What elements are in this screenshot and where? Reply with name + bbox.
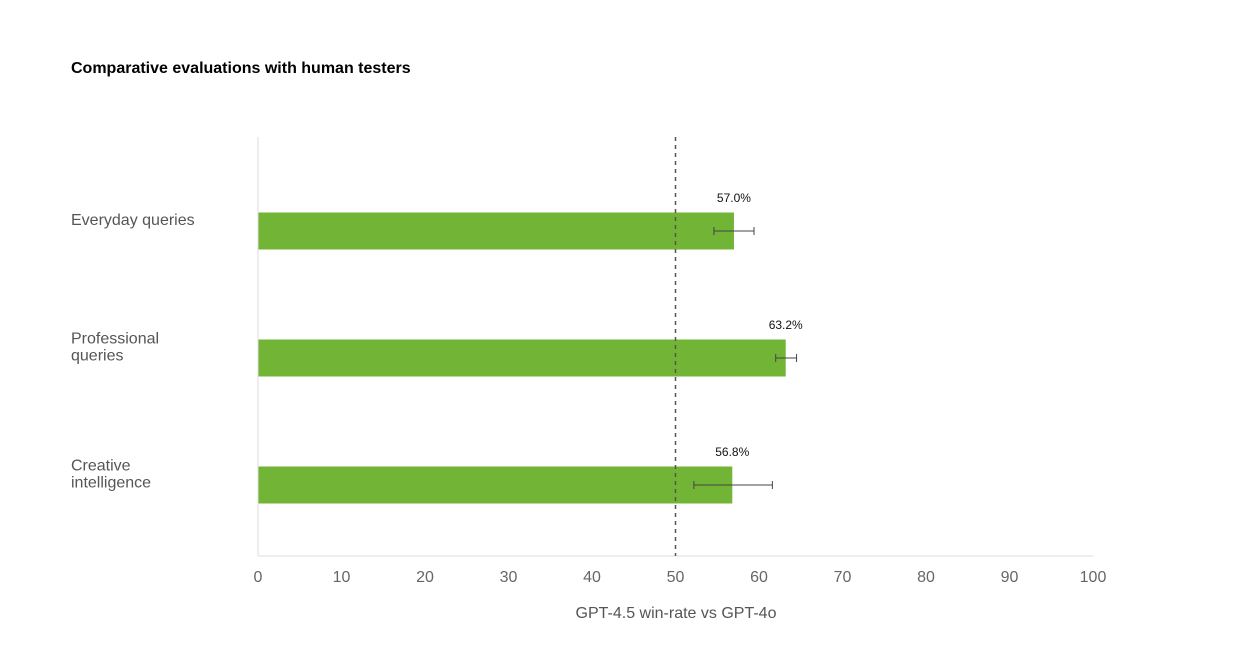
value-label-0: 57.0% bbox=[717, 191, 751, 205]
x-tick-label-4: 40 bbox=[583, 569, 601, 586]
x-axis-title: GPT-4.5 win-rate vs GPT-4o bbox=[576, 605, 777, 622]
bar-1 bbox=[258, 339, 786, 377]
category-label-line: Everyday queries bbox=[71, 212, 195, 229]
category-label-line: intelligence bbox=[71, 475, 151, 492]
x-tick-label-2: 20 bbox=[416, 569, 434, 586]
value-label-2: 56.8% bbox=[715, 445, 749, 459]
bar-2 bbox=[258, 466, 733, 504]
bars-layer: 57.0% 63.2% 56.8% bbox=[258, 191, 803, 504]
category-label-line: Professional bbox=[71, 331, 159, 348]
x-tick-label-8: 80 bbox=[917, 569, 935, 586]
category-label-2: Creative intelligence bbox=[71, 458, 151, 492]
category-label-1: Professional queries bbox=[71, 331, 159, 365]
x-tick-label-3: 30 bbox=[500, 569, 518, 586]
category-label-line: Creative bbox=[71, 458, 131, 475]
x-tick-label-5: 50 bbox=[667, 569, 685, 586]
axes-layer: Everyday queries Professional queries Creat… bbox=[71, 137, 1106, 586]
x-tick-label-6: 60 bbox=[750, 569, 768, 586]
value-label-1: 63.2% bbox=[769, 318, 803, 332]
x-tick-label-7: 70 bbox=[834, 569, 852, 586]
x-tick-label-10: 100 bbox=[1080, 569, 1107, 586]
chart-title: Comparative evaluations with human teste… bbox=[71, 60, 411, 77]
category-label-line: queries bbox=[71, 348, 123, 365]
category-label-0: Everyday queries bbox=[71, 212, 195, 229]
bar-0 bbox=[258, 212, 734, 250]
x-tick-label-0: 0 bbox=[254, 569, 263, 586]
x-tick-label-9: 90 bbox=[1001, 569, 1019, 586]
x-tick-label-1: 10 bbox=[333, 569, 351, 586]
